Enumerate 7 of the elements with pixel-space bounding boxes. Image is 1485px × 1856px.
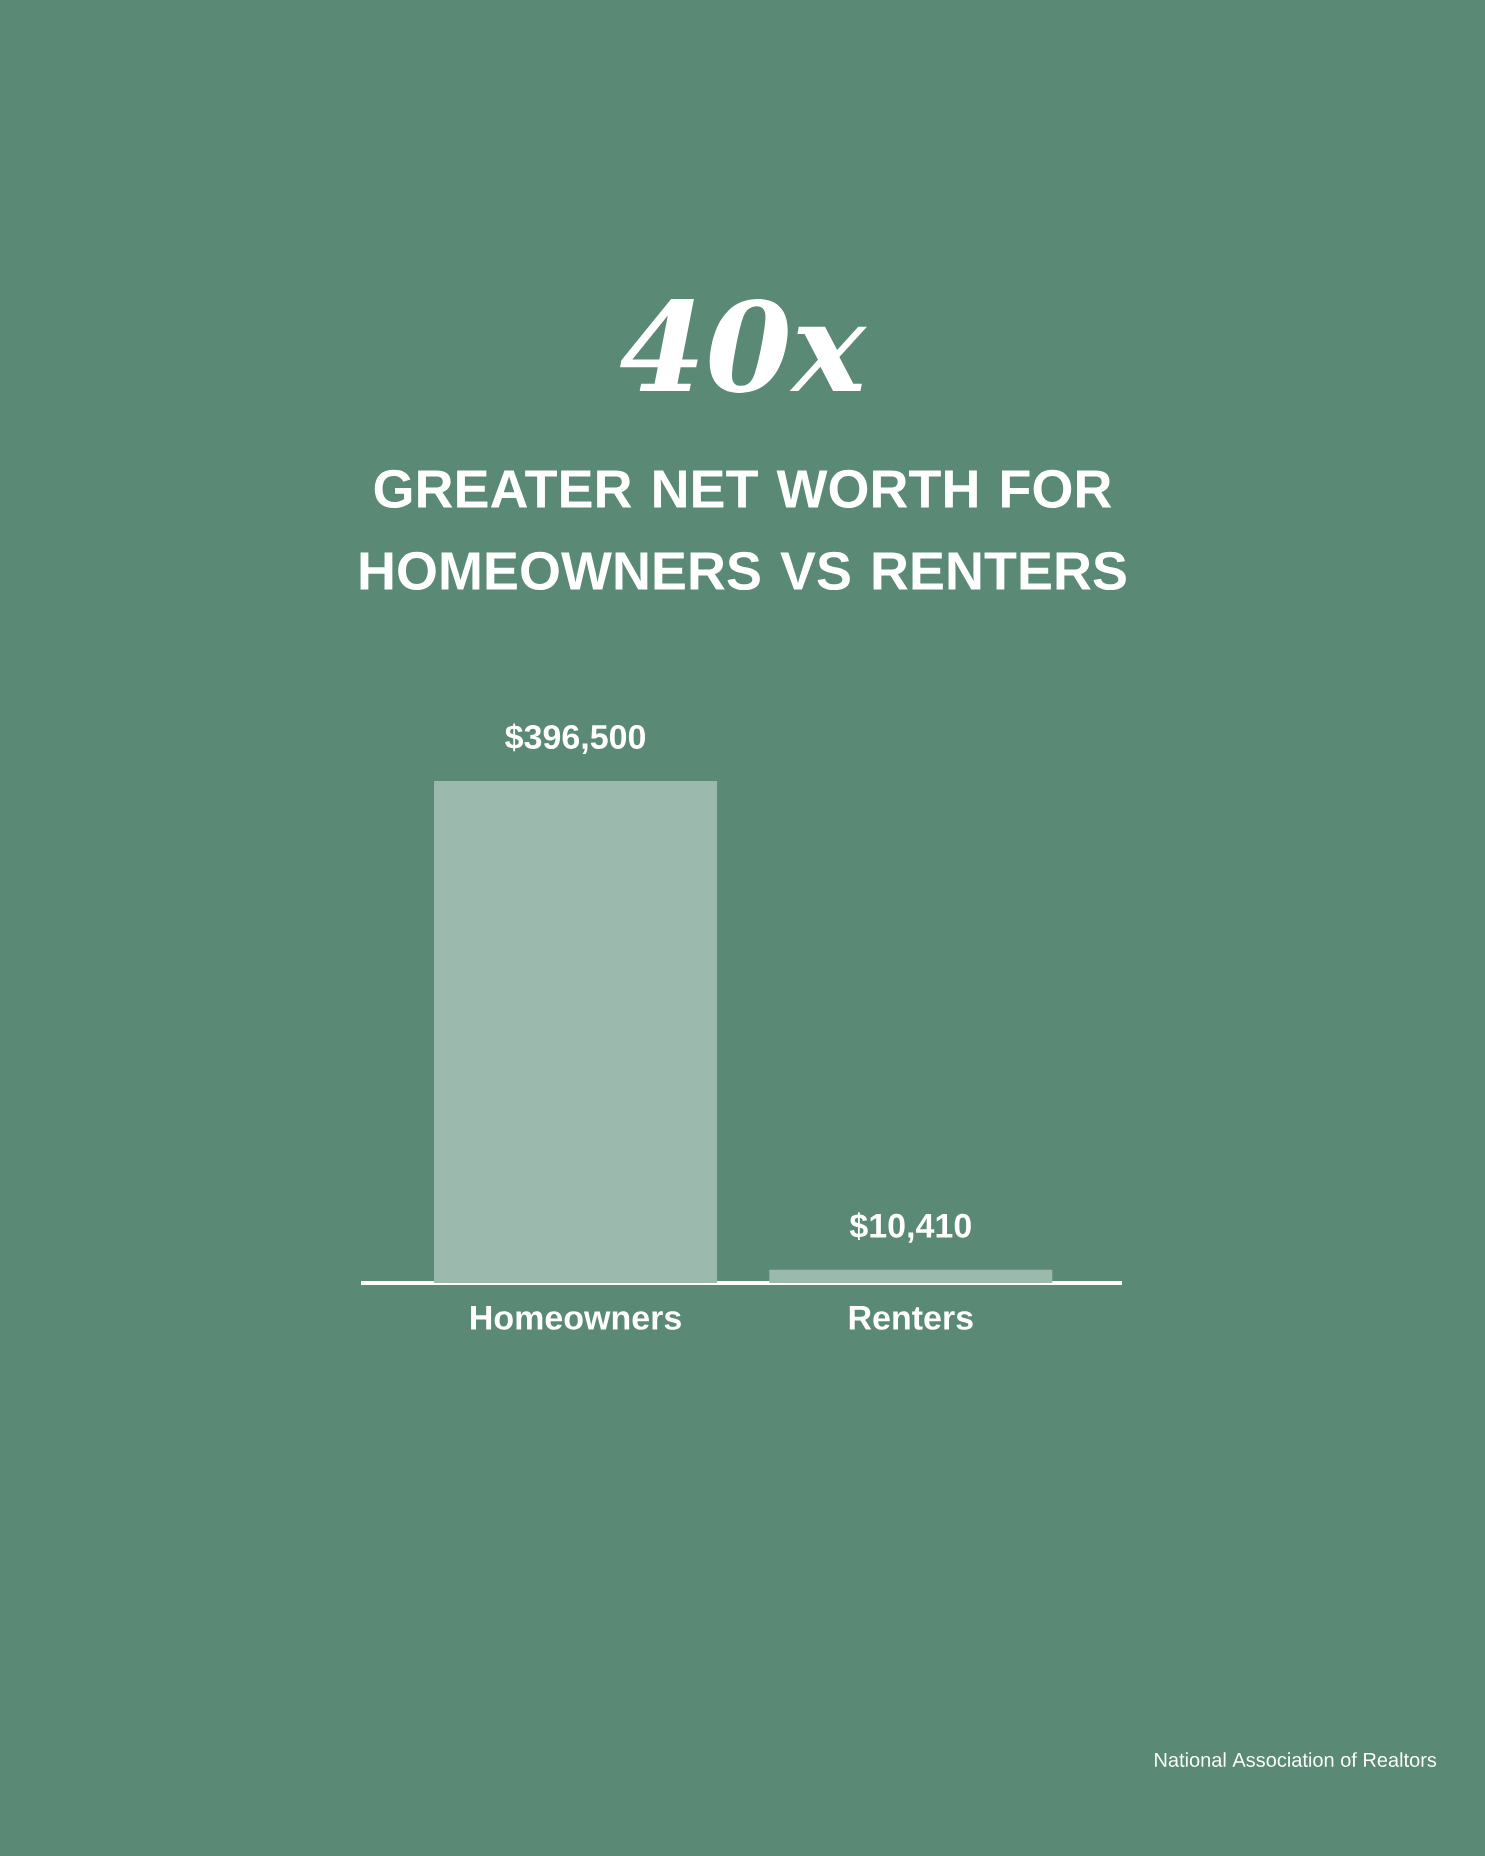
chart-subtitle: GREATER NET WORTH FOR HOMEOWNERS VS RENTERS <box>360 469 1126 591</box>
chart-title: 40x <box>620 299 867 393</box>
x-tick-label: Homeowners <box>471 1306 681 1330</box>
data-label: $10,410 <box>849 1212 971 1243</box>
x-tick-label: Renters <box>849 1306 973 1330</box>
text: National Association of Realtors <box>1155 1752 1437 1767</box>
data-label: $396,500 <box>505 723 646 754</box>
